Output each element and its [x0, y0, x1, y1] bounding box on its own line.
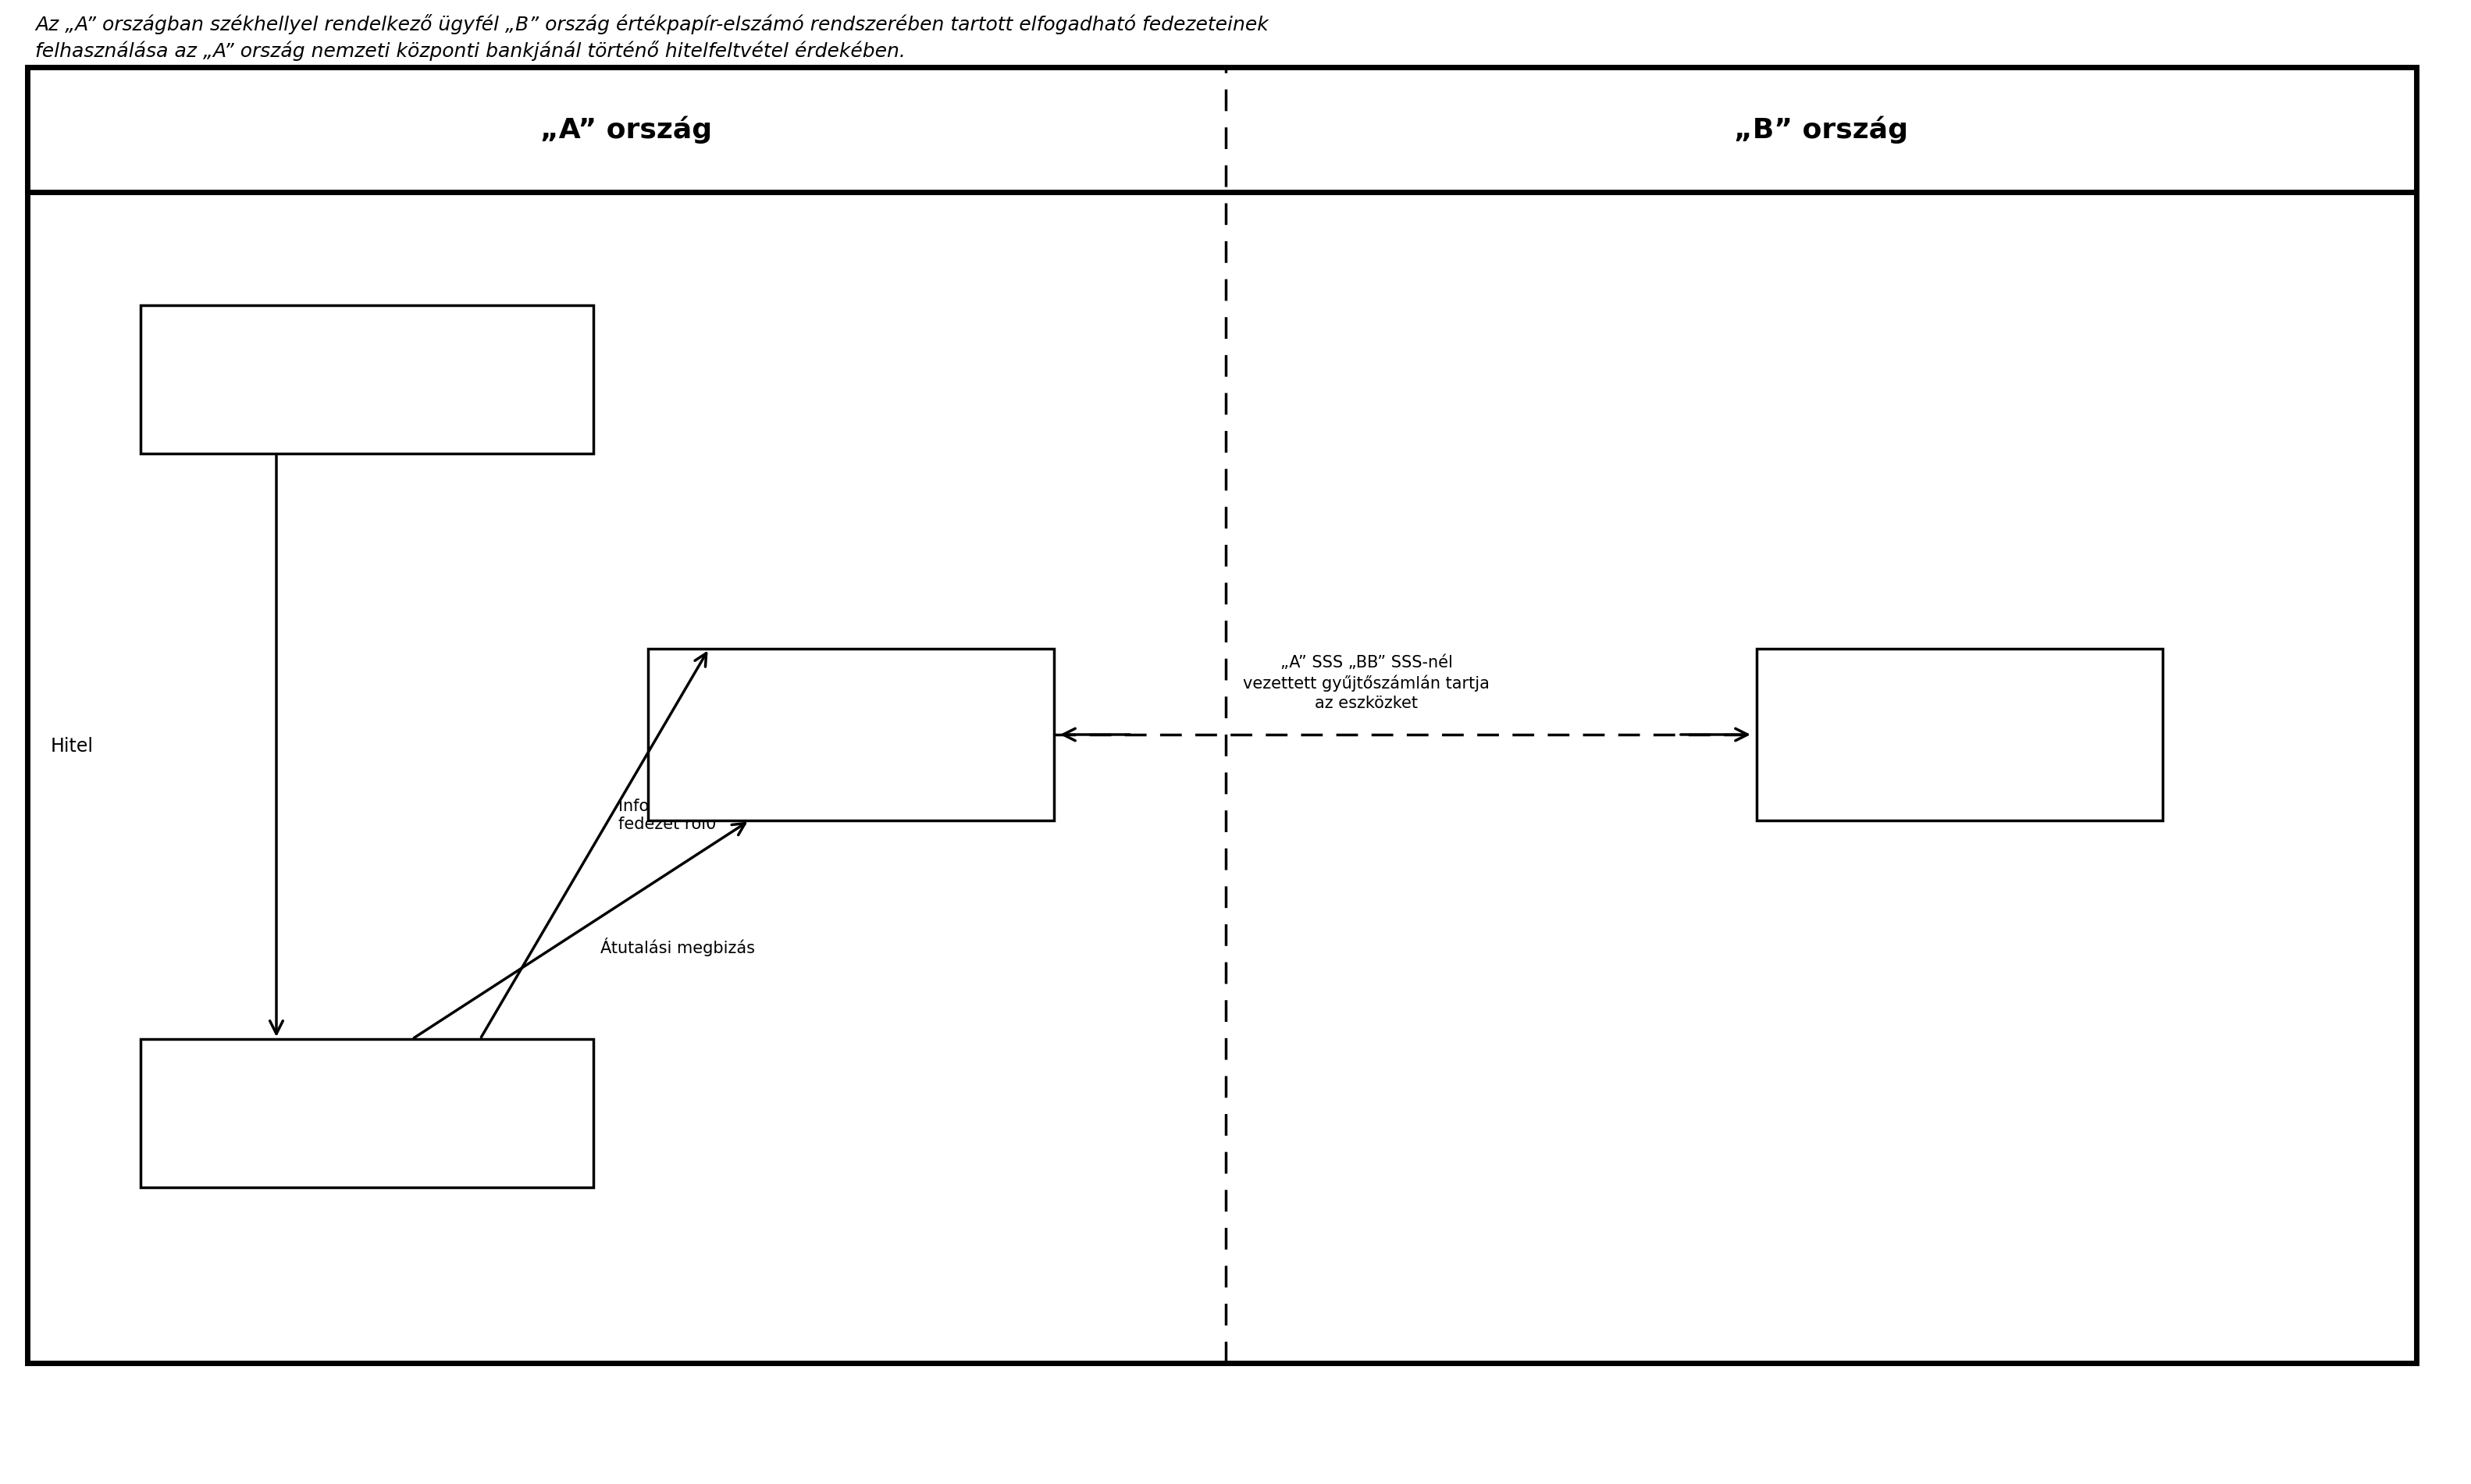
Bar — [647, 649, 1055, 821]
Text: Az „A” országban székhellyel rendelkező ügyfél „B” ország értékpapír-elszámó ren: Az „A” országban székhellyel rendelkező … — [35, 13, 1268, 61]
Text: „B” SSS: „B” SSS — [1905, 723, 2014, 746]
Text: Átutalási megbizás: Átutalási megbizás — [600, 938, 756, 956]
Bar — [27, 67, 2417, 1362]
Text: „A” ügyfél: „A” ügyfél — [297, 1101, 437, 1125]
Text: „A” SSS „BB” SSS-nél
vezettett gyűjtőszámlán tartja
az eszközket: „A” SSS „BB” SSS-nél vezettett gyűjtőszá… — [1243, 656, 1490, 711]
Text: Hitel: Hitel — [52, 738, 94, 755]
Text: „A” NKB: „A” NKB — [311, 368, 423, 390]
Bar — [141, 1039, 593, 1187]
Text: Információ a
fedezet ről0: Információ a fedezet ről0 — [618, 798, 719, 833]
Bar — [141, 306, 593, 454]
Text: „A” SSS: „A” SSS — [798, 723, 904, 746]
Text: „B” ország: „B” ország — [1735, 116, 1908, 144]
Bar — [27, 67, 2417, 191]
Bar — [1757, 649, 2162, 821]
Text: „A” ország: „A” ország — [541, 116, 712, 144]
